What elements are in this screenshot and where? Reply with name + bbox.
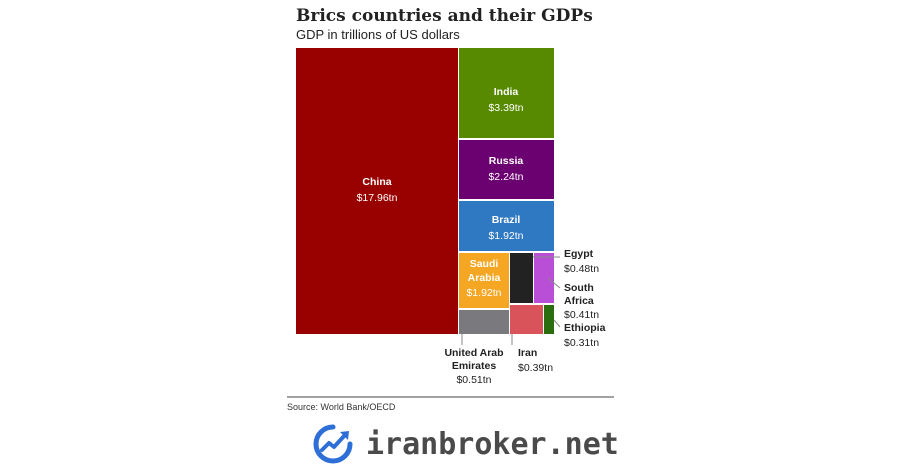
treemap-cell-united-arab-emirates (459, 310, 509, 334)
growth-chart-icon (313, 424, 353, 464)
treemap-cell-brazil (459, 201, 554, 251)
treemap-cell-iran (510, 305, 543, 334)
category-name-india-0: India (494, 86, 519, 98)
value-label-india: $3.39tn (488, 102, 523, 114)
watermark-text: iranbroker.net (366, 426, 619, 462)
value-label-saudi-arabia: $1.92tn (466, 287, 501, 299)
value-label-china: $17.96tn (357, 192, 398, 204)
category-name-egypt-0: Egypt (564, 248, 594, 260)
treemap-label-egypt: Egypt $0.48tn (564, 248, 599, 275)
category-name-brazil-0: Brazil (492, 214, 521, 226)
category-name-saudi-arabia-0: Saudi (470, 258, 499, 270)
treemap-label-saudi-arabia: Saudi Arabia $1.92tn (466, 258, 501, 299)
value-label-russia: $2.24tn (488, 171, 523, 183)
category-name-russia-0: Russia (489, 155, 524, 167)
treemap-cell-egypt (510, 253, 533, 303)
leader-line-south-africa (547, 277, 561, 289)
category-name-saudi-arabia-1: Arabia (468, 272, 501, 284)
category-name-south-africa-1: Africa (564, 295, 594, 307)
treemap-cell-russia (459, 140, 554, 199)
treemap-cell-south-africa (534, 253, 554, 303)
category-name-south-africa-0: South (564, 282, 594, 294)
category-name-iran-0: Iran (518, 347, 537, 359)
treemap-cell-china (296, 48, 458, 334)
source-note: Source: World Bank/OECD (287, 402, 396, 412)
chart-subtitle: GDP in trillions of US dollars (296, 27, 460, 42)
chart-title: Brics countries and their GDPs (296, 6, 593, 26)
treemap-cell-saudi-arabia (459, 253, 509, 308)
value-label-ethiopia: $0.31tn (564, 337, 599, 349)
watermark-logo: iranbroker.net (312, 420, 619, 468)
treemap-label-iran: Iran $0.39tn (518, 347, 553, 374)
treemap-label-ethiopia: Ethiopia $0.31tn (564, 322, 606, 349)
value-label-south-africa: $0.41tn (564, 309, 599, 321)
category-name-united-arab-emirates-1: Emirates (452, 360, 497, 372)
value-label-egypt: $0.48tn (564, 263, 599, 275)
treemap-cell-india (459, 48, 554, 138)
value-label-iran: $0.39tn (518, 362, 553, 374)
treemap-label-india: India $3.39tn (488, 86, 523, 114)
treemap-label-russia: Russia $2.24tn (488, 155, 523, 183)
category-name-ethiopia-0: Ethiopia (564, 322, 606, 334)
category-name-united-arab-emirates-0: United Arab (444, 347, 503, 359)
value-label-brazil: $1.92tn (488, 230, 523, 242)
treemap-cell-ethiopia (544, 305, 554, 334)
leader-line-ethiopia (553, 319, 561, 328)
category-name-china-0: China (362, 176, 391, 188)
value-label-united-arab-emirates: $0.51tn (456, 374, 491, 386)
treemap-label-china: China $17.96tn (357, 176, 398, 204)
treemap-label-brazil: Brazil $1.92tn (488, 214, 523, 242)
